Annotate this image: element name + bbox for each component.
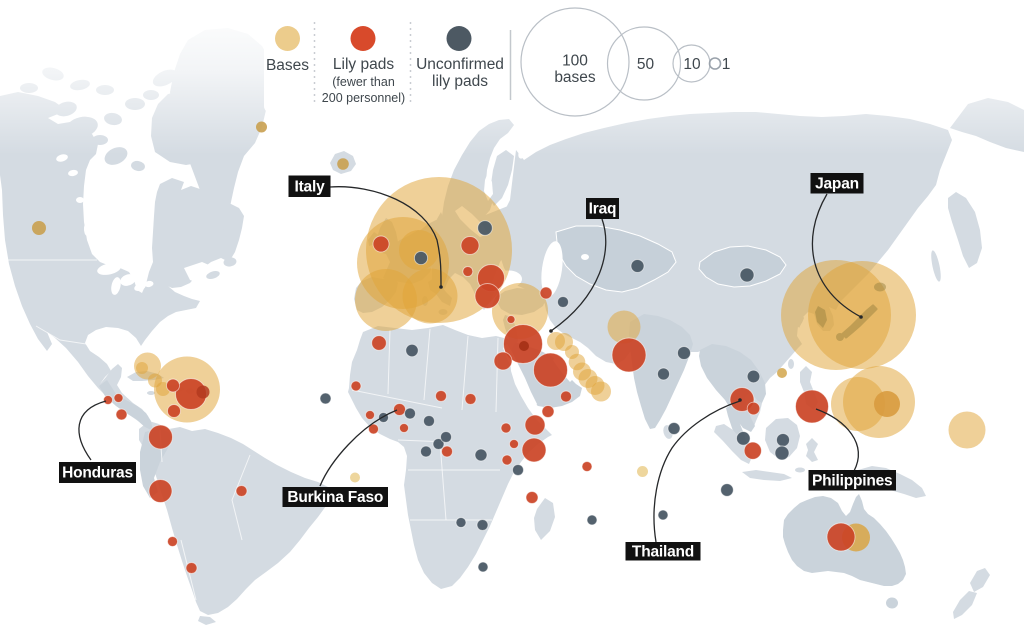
svg-text:Thailand: Thailand [632,543,694,560]
svg-text:(fewer than: (fewer than [332,75,395,89]
svg-text:Burkina Faso: Burkina Faso [287,489,383,506]
svg-text:Italy: Italy [294,178,325,195]
svg-text:Honduras: Honduras [62,465,133,482]
svg-text:bases: bases [554,69,596,86]
svg-text:Philippines: Philippines [812,472,892,489]
svg-text:1: 1 [722,56,731,73]
svg-text:Unconfirmed: Unconfirmed [416,56,504,73]
svg-text:Japan: Japan [815,175,859,192]
svg-text:lily pads: lily pads [432,73,488,90]
svg-text:10: 10 [683,56,701,73]
svg-text:Bases: Bases [266,57,309,74]
svg-text:200 personnel): 200 personnel) [322,91,405,105]
svg-text:Lily pads: Lily pads [333,56,394,73]
svg-text:100: 100 [562,53,588,70]
svg-text:Iraq: Iraq [589,201,617,218]
svg-text:50: 50 [637,56,655,73]
